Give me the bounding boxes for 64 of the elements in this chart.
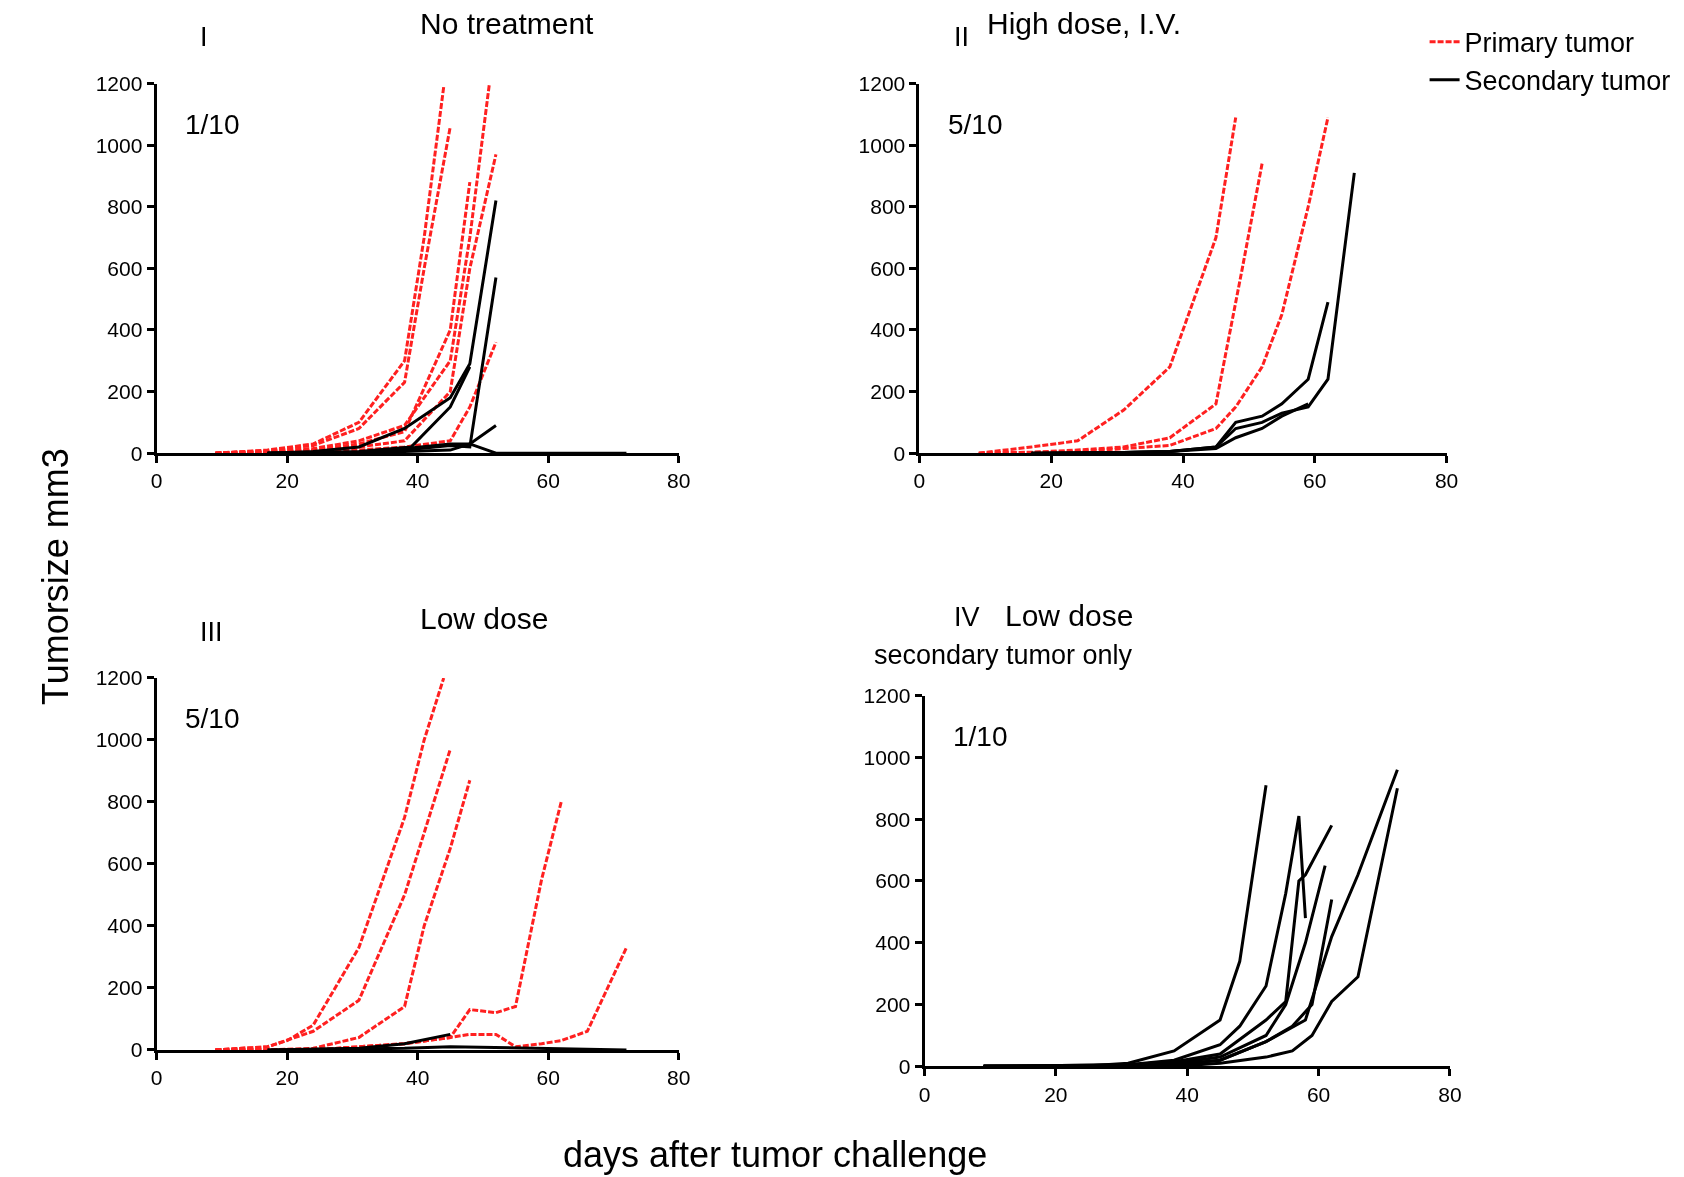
- text: I: [200, 22, 208, 52]
- y-tick-label: 1200: [863, 683, 911, 707]
- y-tick-label: 800: [107, 195, 143, 219]
- y-tick-label: 400: [107, 914, 143, 938]
- x-tick-label: 40: [405, 1066, 430, 1090]
- y-tick-label: 800: [107, 790, 143, 814]
- y-tick-label: 400: [870, 318, 906, 342]
- x-tick-label: 60: [1303, 469, 1327, 493]
- x-tick-label: 40: [1175, 1082, 1199, 1106]
- y-tick-label: 1000: [95, 133, 143, 157]
- x-tick-label: 20: [1044, 1082, 1068, 1106]
- y-tick-label: 800: [875, 807, 911, 831]
- x-tick-label: 20: [275, 1066, 299, 1090]
- y-tick-label: 1200: [95, 666, 143, 690]
- y-tick-label: 1200: [858, 71, 906, 95]
- y-tick-label: 1000: [863, 745, 911, 769]
- annotation: 1/10: [185, 109, 240, 140]
- x-tick-label: 20: [1039, 469, 1063, 493]
- x-tick-label: 40: [405, 469, 430, 493]
- x-axis-title: days after tumor challenge: [563, 1134, 988, 1175]
- annotation: 1/10: [953, 721, 1008, 752]
- x-tick-label: 60: [536, 1066, 560, 1090]
- y-tick-label: 1000: [95, 728, 143, 752]
- text: II: [954, 22, 970, 52]
- y-tick-label: 400: [875, 931, 911, 955]
- y-tick-label: 200: [870, 379, 906, 403]
- x-tick-label: 0: [913, 469, 926, 493]
- x-tick-label: 0: [150, 1066, 163, 1090]
- chart-title: No treatment: [420, 7, 595, 40]
- x-tick-label: 0: [150, 469, 163, 493]
- x-tick-label: 80: [666, 469, 691, 493]
- y-tick-label: 200: [107, 379, 143, 403]
- chart-subtitle: secondary tumor only: [874, 640, 1133, 670]
- y-tick-label: 200: [875, 992, 911, 1016]
- x-tick-label: 80: [666, 1066, 691, 1090]
- x-tick-label: 80: [1438, 1082, 1462, 1106]
- chart-title: High dose, I.V.: [987, 7, 1182, 40]
- y-tick-label: 400: [107, 318, 143, 342]
- y-tick-label: 0: [893, 441, 906, 465]
- chart-title: Low dose: [1005, 599, 1134, 632]
- text: III: [200, 617, 223, 647]
- y-tick-label: 1200: [95, 71, 143, 95]
- x-tick-label: 60: [536, 469, 560, 493]
- x-tick-label: 80: [1434, 469, 1459, 493]
- y-tick-label: 1000: [858, 133, 906, 157]
- x-tick-label: 40: [1171, 469, 1195, 493]
- annotation: 5/10: [948, 109, 1003, 140]
- legend-label: Secondary tumor: [1464, 66, 1671, 97]
- y-tick-label: 600: [870, 256, 906, 280]
- chart-title: Low dose: [420, 602, 549, 635]
- y-tick-label: 0: [130, 441, 143, 465]
- y-tick-label: 600: [875, 869, 911, 893]
- legend-label: Primary tumor: [1464, 28, 1635, 59]
- y-tick-label: 800: [870, 195, 906, 219]
- annotation: 5/10: [185, 703, 240, 734]
- x-tick-label: 60: [1306, 1082, 1331, 1106]
- x-tick-label: 0: [918, 1082, 931, 1106]
- y-tick-label: 200: [107, 976, 143, 1000]
- text: IV: [954, 602, 980, 632]
- x-tick-label: 20: [275, 469, 299, 493]
- y-tick-label: 600: [107, 852, 143, 876]
- y-tick-label: 0: [130, 1038, 143, 1062]
- y-axis-title: Tumorsize mm3: [35, 448, 77, 705]
- y-tick-label: 600: [107, 256, 143, 280]
